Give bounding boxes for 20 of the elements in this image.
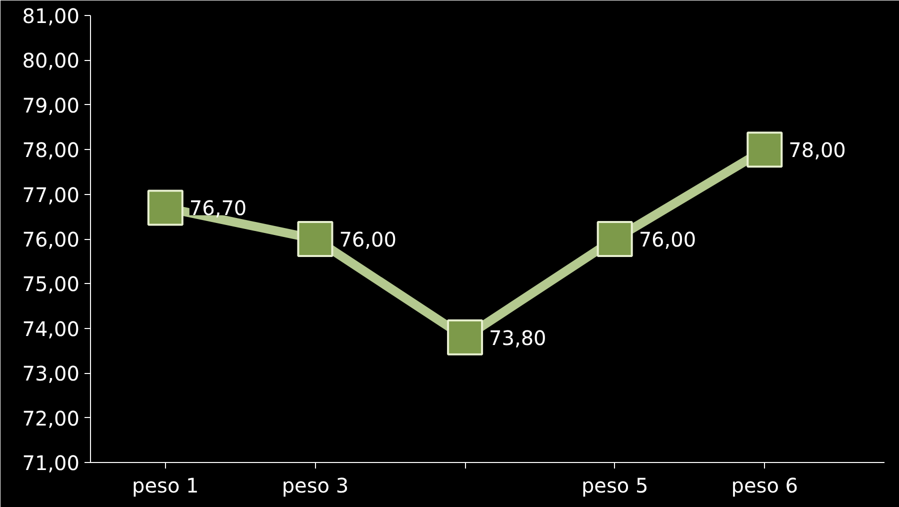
- data-label: 76,70: [189, 196, 247, 220]
- y-tick-label: 73,00: [22, 362, 80, 386]
- data-label: 76,00: [339, 228, 396, 252]
- y-tick-label: 74,00: [22, 316, 80, 341]
- x-tick-label: peso 3: [282, 474, 349, 498]
- y-tick-label: 81,00: [22, 4, 80, 28]
- x-tick-label: peso 1: [132, 474, 199, 498]
- data-label: 73,80: [489, 326, 546, 350]
- y-tick-label: 79,00: [22, 93, 80, 118]
- y-tick-label: 77,00: [22, 182, 80, 207]
- y-tick-label: 76,00: [22, 228, 80, 252]
- y-tick-label: 75,00: [22, 272, 80, 296]
- data-label: 76,00: [638, 228, 696, 252]
- x-tick-label: peso 5: [581, 474, 648, 498]
- y-tick-label: 78,00: [22, 138, 80, 162]
- y-tick-label: 80,00: [22, 48, 80, 73]
- x-tick-label: peso 6: [731, 474, 798, 498]
- y-tick-label: 71,00: [22, 451, 80, 475]
- data-label: 78,00: [788, 138, 846, 162]
- y-tick-label: 72,00: [22, 406, 80, 430]
